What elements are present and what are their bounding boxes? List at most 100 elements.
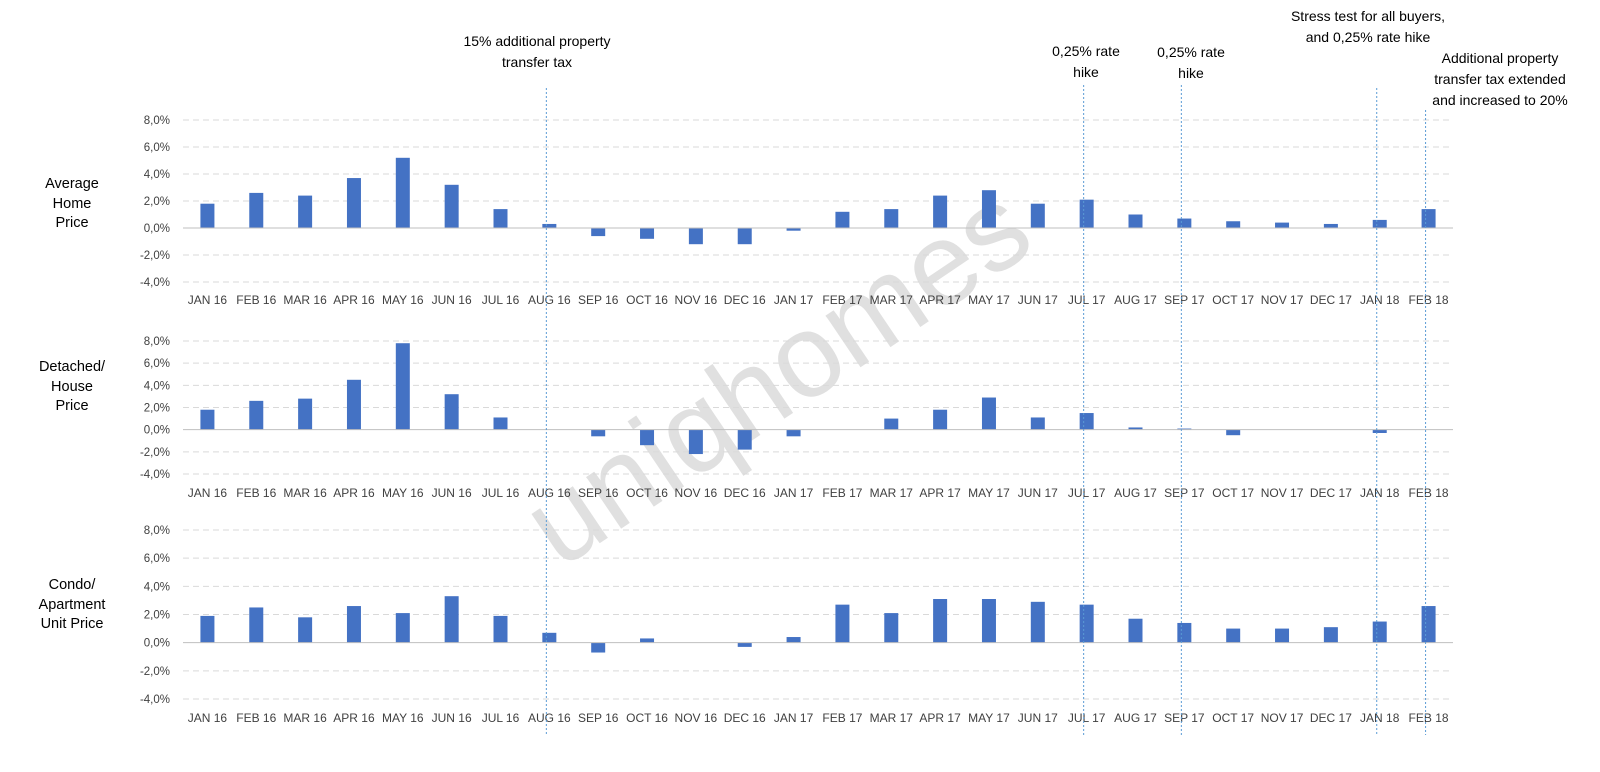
bar bbox=[835, 605, 849, 643]
x-tick-label: FEB 18 bbox=[1409, 711, 1449, 725]
bar bbox=[982, 599, 996, 643]
x-tick-label: MAR 17 bbox=[870, 486, 914, 500]
y-tick-label: -4,0% bbox=[140, 694, 170, 706]
bar bbox=[1080, 413, 1094, 430]
bar bbox=[738, 228, 752, 244]
x-tick-label: NOV 16 bbox=[675, 486, 718, 500]
x-tick-label: JUN 16 bbox=[432, 293, 472, 307]
x-tick-label: DEC 16 bbox=[724, 711, 766, 725]
y-tick-label: -4,0% bbox=[140, 469, 170, 481]
x-tick-label: NOV 17 bbox=[1261, 293, 1304, 307]
x-tick-label: MAY 16 bbox=[382, 711, 424, 725]
annotation-rate-hike-jul17: 0,25% rate hike bbox=[1030, 41, 1142, 83]
x-tick-label: AUG 17 bbox=[1114, 293, 1157, 307]
bar bbox=[200, 616, 214, 643]
y-tick-label: 8,0% bbox=[144, 525, 170, 537]
x-tick-label: MAY 17 bbox=[968, 293, 1010, 307]
x-tick-label: JUN 17 bbox=[1018, 486, 1058, 500]
bar bbox=[738, 643, 752, 647]
bar bbox=[933, 410, 947, 430]
x-tick-label: OCT 17 bbox=[1212, 486, 1254, 500]
x-tick-label: AUG 16 bbox=[528, 711, 571, 725]
annotation-line: hike bbox=[1135, 63, 1247, 84]
y-tick-label: 4,0% bbox=[144, 169, 170, 181]
x-tick-label: NOV 17 bbox=[1261, 486, 1304, 500]
x-tick-label: NOV 16 bbox=[675, 711, 718, 725]
x-tick-label: AUG 17 bbox=[1114, 486, 1157, 500]
bar bbox=[640, 430, 654, 446]
bar bbox=[494, 616, 508, 643]
x-tick-label: SEP 16 bbox=[578, 293, 619, 307]
bar bbox=[542, 224, 556, 228]
annotation-rate-hike-sep17: 0,25% rate hike bbox=[1135, 42, 1247, 84]
x-tick-label: APR 17 bbox=[919, 711, 961, 725]
x-tick-label: DEC 16 bbox=[724, 486, 766, 500]
x-tick-label: JUL 16 bbox=[482, 486, 520, 500]
bar bbox=[1422, 606, 1436, 643]
bar bbox=[200, 204, 214, 228]
x-tick-label: APR 16 bbox=[333, 486, 375, 500]
annotation-line: transfer tax bbox=[437, 52, 637, 73]
annotation-line: hike bbox=[1030, 62, 1142, 83]
bar bbox=[1177, 219, 1191, 228]
bar bbox=[542, 633, 556, 643]
panel-label-line: Unit Price bbox=[12, 615, 132, 635]
x-tick-label: JUL 17 bbox=[1068, 486, 1106, 500]
y-tick-label: -2,0% bbox=[140, 447, 170, 459]
x-tick-label: FEB 17 bbox=[822, 711, 862, 725]
x-tick-label: FEB 17 bbox=[822, 293, 862, 307]
x-tick-label: MAY 17 bbox=[968, 486, 1010, 500]
annotation-line: 15% additional property bbox=[437, 31, 637, 52]
bar bbox=[396, 343, 410, 429]
x-tick-label: SEP 17 bbox=[1164, 711, 1205, 725]
annotation-line: 0,25% rate bbox=[1135, 42, 1247, 63]
y-tick-label: 4,0% bbox=[144, 581, 170, 593]
x-tick-label: SEP 16 bbox=[578, 711, 619, 725]
bar bbox=[494, 417, 508, 429]
x-tick-label: APR 16 bbox=[333, 711, 375, 725]
y-tick-label: 6,0% bbox=[144, 553, 170, 565]
annotation-line: 0,25% rate bbox=[1030, 41, 1142, 62]
bar bbox=[640, 638, 654, 642]
x-tick-label: JUN 16 bbox=[432, 486, 472, 500]
panel-label-detached-house-price: Detached/ House Price bbox=[12, 358, 132, 417]
bar bbox=[884, 209, 898, 228]
bar bbox=[1129, 619, 1143, 643]
annotation-property-transfer-tax: 15% additional property transfer tax bbox=[437, 31, 637, 73]
y-tick-label: 8,0% bbox=[144, 336, 170, 348]
x-tick-label: MAR 16 bbox=[283, 711, 327, 725]
panel-label-line: Average bbox=[12, 175, 132, 195]
x-tick-label: OCT 16 bbox=[626, 486, 668, 500]
bar bbox=[249, 193, 263, 228]
bar bbox=[347, 606, 361, 643]
bar bbox=[591, 430, 605, 437]
x-tick-label: JUL 16 bbox=[482, 293, 520, 307]
x-tick-label: MAR 17 bbox=[870, 293, 914, 307]
bar bbox=[982, 190, 996, 228]
x-tick-label: DEC 17 bbox=[1310, 711, 1352, 725]
bar bbox=[1031, 602, 1045, 643]
bar bbox=[396, 158, 410, 228]
x-tick-label: JAN 17 bbox=[774, 293, 814, 307]
bar bbox=[1324, 224, 1338, 228]
bar bbox=[884, 613, 898, 643]
x-tick-label: JUN 17 bbox=[1018, 711, 1058, 725]
y-tick-label: 2,0% bbox=[144, 196, 170, 208]
bar bbox=[982, 398, 996, 430]
bar bbox=[1226, 430, 1240, 436]
panel-label-line: Condo/ bbox=[12, 576, 132, 596]
bar bbox=[787, 430, 801, 437]
y-tick-label: 0,0% bbox=[144, 638, 170, 650]
x-tick-label: JAN 18 bbox=[1360, 711, 1400, 725]
annotation-line: and increased to 20% bbox=[1410, 90, 1590, 111]
annotation-line: and 0,25% rate hike bbox=[1258, 27, 1478, 48]
bar bbox=[787, 637, 801, 643]
x-tick-label: APR 17 bbox=[919, 293, 961, 307]
panel-label-line: House bbox=[12, 378, 132, 398]
bar bbox=[298, 399, 312, 430]
x-tick-label: DEC 17 bbox=[1310, 293, 1352, 307]
x-tick-label: AUG 16 bbox=[528, 293, 571, 307]
